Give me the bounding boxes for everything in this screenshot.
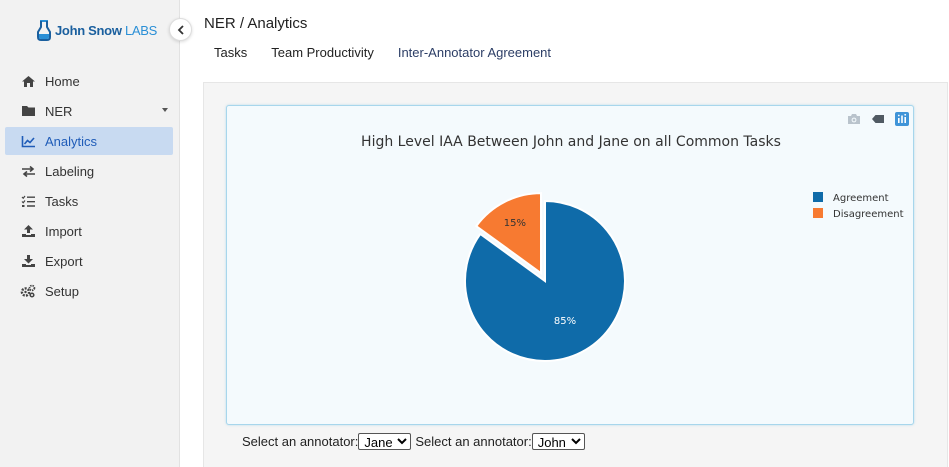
sidebar-item-setup[interactable]: Setup [5,277,173,305]
analytics-tabs: Tasks Team Productivity Inter-Annotator … [214,45,575,60]
tab-tasks[interactable]: Tasks [214,45,248,60]
plotly-logo-icon[interactable] [895,112,909,126]
legend-swatch-disagreement[interactable] [813,208,823,218]
chart-legend: Agreement Disagreement [813,192,904,220]
chart-card: High Level IAA Between John and Jane on … [226,105,914,425]
gears-icon [20,283,36,299]
sidebar-item-analytics[interactable]: Analytics [5,127,173,155]
exchange-icon [20,163,36,179]
logo-text: John Snow LABS [55,22,157,38]
sidebar-item-label: Tasks [45,193,79,209]
sidebar-item-label: Import [45,223,82,239]
sidebar-item-label: Labeling [45,163,95,179]
sidebar-item-ner[interactable]: NER [5,97,173,125]
main-content: NER / Analytics Tasks Team Productivity … [181,0,949,467]
sidebar: John Snow LABS Home NER Analytics L [0,0,180,467]
annotator-select-2[interactable]: John [531,433,585,450]
logo-flask-icon [37,20,51,41]
pie-chart: High Level IAA Between John and Jane on … [361,134,904,362]
tag-icon[interactable] [871,112,885,126]
home-icon [20,73,36,89]
pie-slice-label-disagreement: 15% [504,218,526,229]
sidebar-collapse-button[interactable] [169,18,192,41]
annotator-select-label-2: Select an annotator: [415,434,532,449]
pie-slice-label-agreement: 85% [554,316,576,327]
sidebar-nav: Home NER Analytics Labeling Tasks [5,67,173,307]
analytics-panel: High Level IAA Between John and Jane on … [203,82,948,467]
annotator-select-label-1: Select an annotator: [242,434,359,449]
sidebar-item-home[interactable]: Home [5,67,173,95]
sidebar-item-label: NER [45,103,73,119]
breadcrumb: NER / Analytics [204,15,308,32]
upload-icon [20,223,36,239]
sidebar-item-import[interactable]: Import [5,217,173,245]
pie-slice-disagreement[interactable] [474,192,543,276]
chevron-left-icon [177,24,184,35]
chart-line-icon [20,133,36,149]
tab-team-productivity[interactable]: Team Productivity [271,45,374,60]
legend-label-agreement[interactable]: Agreement [833,193,889,204]
sidebar-item-tasks[interactable]: Tasks [5,187,173,215]
sidebar-item-label: Analytics [45,133,98,149]
legend-swatch-agreement[interactable] [813,192,823,202]
legend-label-disagreement[interactable]: Disagreement [833,209,904,220]
sidebar-item-label: Home [45,73,80,89]
camera-icon[interactable] [847,112,861,126]
download-icon [20,253,36,269]
logo[interactable]: John Snow LABS [36,18,157,42]
pie-slice-agreement[interactable] [464,199,626,362]
tab-inter-annotator-agreement[interactable]: Inter-Annotator Agreement [397,45,552,60]
sidebar-item-label: Export [45,253,83,269]
sidebar-item-export[interactable]: Export [5,247,173,275]
chart-modebar [847,112,909,126]
annotator-selectors: Select an annotator: Jane Select an anno… [242,433,589,450]
sidebar-item-labeling[interactable]: Labeling [5,157,173,185]
pie-slices: 85% 15% [464,192,626,362]
annotator-select-1[interactable]: Jane [358,433,412,450]
chart-title: High Level IAA Between John and Jane on … [361,134,781,150]
chevron-down-icon[interactable] [162,108,168,112]
sidebar-item-label: Setup [45,283,79,299]
tasks-list-icon [20,193,36,209]
folder-icon [20,103,36,119]
